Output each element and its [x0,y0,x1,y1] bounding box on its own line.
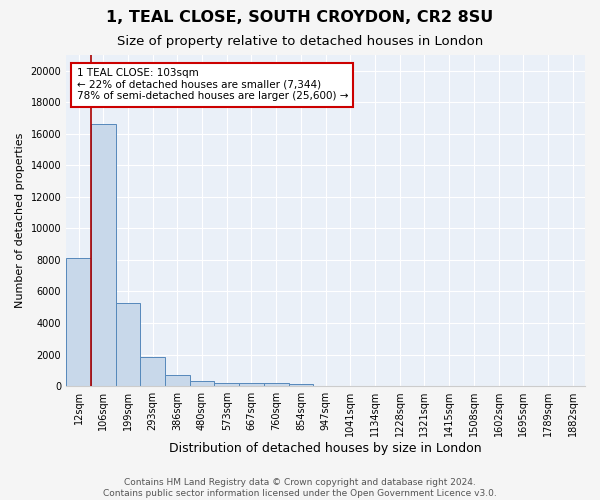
Bar [239,383,264,386]
X-axis label: Distribution of detached houses by size in London: Distribution of detached houses by size … [169,442,482,455]
Text: Size of property relative to detached houses in London: Size of property relative to detached ho… [117,35,483,48]
Y-axis label: Number of detached properties: Number of detached properties [15,133,25,308]
Text: 1 TEAL CLOSE: 103sqm
← 22% of detached houses are smaller (7,344)
78% of semi-de: 1 TEAL CLOSE: 103sqm ← 22% of detached h… [77,68,348,102]
Bar [66,258,91,386]
Bar [264,384,289,386]
Bar [91,124,116,386]
Text: Contains HM Land Registry data © Crown copyright and database right 2024.
Contai: Contains HM Land Registry data © Crown c… [103,478,497,498]
Bar [214,382,239,386]
Bar [190,382,214,386]
Bar [289,384,313,386]
Bar [116,302,140,386]
Bar [140,357,165,386]
Bar [165,375,190,386]
Text: 1, TEAL CLOSE, SOUTH CROYDON, CR2 8SU: 1, TEAL CLOSE, SOUTH CROYDON, CR2 8SU [106,10,494,25]
